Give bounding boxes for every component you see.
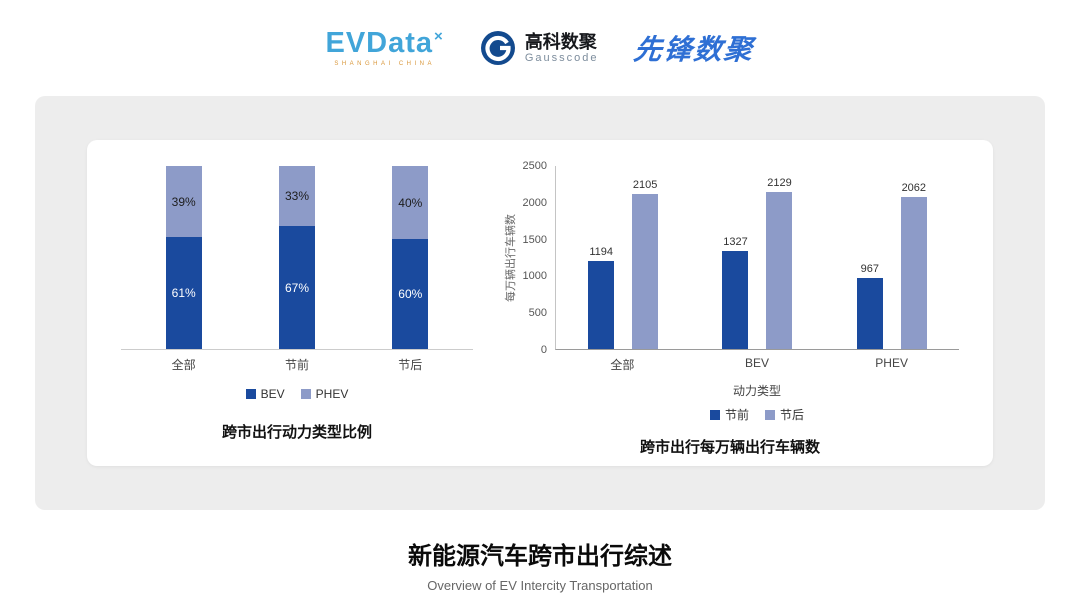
phev-segment: 39% bbox=[165, 166, 202, 238]
evdata-text: EVData bbox=[325, 27, 434, 59]
legend-item: 节后 bbox=[765, 406, 804, 423]
bar bbox=[900, 197, 927, 349]
legend-label: 节前 bbox=[724, 408, 749, 422]
legend-label: PHEV bbox=[315, 387, 349, 401]
grouped-chart-categories: 全部 BEV PHEV bbox=[555, 356, 959, 373]
gausscode-logo: 高科数聚 Gausscode bbox=[480, 30, 599, 66]
stacked-chart: 39% 61% 33% 67% 40% 60% 全部 节前 节后 BEV PHEV 跨市出行动力… bbox=[121, 166, 473, 450]
slide: EVData× SHANGHAI CHINA 高科数聚 Gausscode 先锋… bbox=[0, 0, 1080, 593]
legend-swatch bbox=[765, 409, 775, 420]
stacked-chart-title: 跨市出行动力类型比例 bbox=[221, 424, 372, 441]
category-label: 全部 bbox=[171, 358, 196, 372]
bar-value-label: 1194 bbox=[589, 246, 613, 259]
page-title: 新能源汽车跨市出行综述 bbox=[408, 543, 672, 570]
y-tick-label: 2500 bbox=[522, 160, 547, 172]
grouped-chart-title: 跨市出行每万辆出行车辆数 bbox=[639, 439, 820, 456]
grouped-chart-below-axis: 全部 BEV PHEV 动力类型 节前 节后 bbox=[555, 350, 959, 423]
bar-value-label: 2129 bbox=[767, 177, 792, 190]
stacked-bar: 40% 60% bbox=[392, 166, 429, 349]
y-tick-label: 1000 bbox=[522, 270, 547, 283]
bar bbox=[766, 192, 793, 349]
y-axis-label: 每万辆出行车辆数 bbox=[501, 166, 519, 350]
legend-swatch bbox=[300, 389, 311, 399]
y-tick-label: 2000 bbox=[522, 196, 547, 209]
category-label: 节后 bbox=[398, 358, 423, 372]
evdata-wordmark: EVData× bbox=[326, 29, 444, 58]
chart-panel: 39% 61% 33% 67% 40% 60% 全部 节前 节后 BEV PHEV 跨市出行动力… bbox=[87, 140, 993, 466]
y-axis: 0 500 1000 1500 2000 2500 bbox=[519, 160, 555, 356]
evdata-x-mark: × bbox=[434, 28, 444, 46]
legend-item: 节前 bbox=[709, 406, 749, 423]
stacked-chart-categories: 全部 节前 节后 bbox=[121, 350, 473, 373]
y-tick-label: 0 bbox=[540, 344, 547, 356]
category-label: 全部 bbox=[610, 358, 635, 372]
bar-value-label: 1327 bbox=[723, 236, 748, 249]
bar-value-label: 2105 bbox=[632, 179, 658, 192]
logo-header: EVData× SHANGHAI CHINA 高科数聚 Gausscode 先锋… bbox=[0, 0, 1080, 96]
phev-segment: 40% bbox=[392, 166, 429, 240]
page-subtitle: Overview of EV Intercity Transportation bbox=[427, 578, 653, 593]
evdata-subtext: SHANGHAI CHINA bbox=[334, 61, 435, 67]
y-tick-label: 1500 bbox=[522, 233, 547, 246]
bar-unit: 2129 bbox=[766, 177, 793, 349]
bar-value-label: 2062 bbox=[901, 182, 927, 195]
bar-unit: 1194 bbox=[588, 246, 615, 349]
bev-segment: 67% bbox=[278, 226, 315, 349]
bar-value-label: 967 bbox=[860, 262, 879, 275]
grouped-chart-legend: 节前 节后 bbox=[555, 406, 959, 423]
stacked-chart-legend: BEV PHEV bbox=[121, 387, 473, 401]
stacked-bar: 33% 67% bbox=[278, 166, 315, 349]
legend-label: 节后 bbox=[780, 408, 805, 422]
footer: 新能源汽车跨市出行综述 Overview of EV Intercity Tra… bbox=[0, 536, 1080, 593]
grouped-chart-plot: 1194 2105 1327 2129 967 2062 bbox=[555, 166, 959, 350]
grouped-chart-plot-row: 每万辆出行车辆数 0 500 1000 1500 2000 2500 1194 2105 13… bbox=[501, 160, 959, 356]
legend-item: BEV bbox=[245, 387, 285, 401]
legend-item: PHEV bbox=[300, 387, 349, 401]
legend-label: BEV bbox=[260, 387, 285, 401]
bar-group: 1327 2129 bbox=[722, 177, 793, 349]
gausscode-text: 高科数聚 Gausscode bbox=[525, 32, 599, 65]
category-label: BEV bbox=[744, 356, 769, 370]
legend-swatch bbox=[709, 409, 720, 420]
gausscode-icon bbox=[480, 31, 515, 65]
bar-unit: 2062 bbox=[900, 182, 927, 349]
legend-swatch bbox=[245, 389, 256, 399]
gausscode-name-en: Gausscode bbox=[524, 52, 599, 65]
stacked-chart-plot: 39% 61% 33% 67% 40% 60% bbox=[121, 166, 473, 350]
evdata-logo: EVData× SHANGHAI CHINA bbox=[326, 29, 444, 68]
chart-card: 39% 61% 33% 67% 40% 60% 全部 节前 节后 BEV PHEV 跨市出行动力… bbox=[35, 96, 1045, 510]
grouped-chart: 每万辆出行车辆数 0 500 1000 1500 2000 2500 1194 2105 13… bbox=[501, 160, 959, 456]
bar bbox=[588, 261, 615, 349]
x-axis-label: 动力类型 bbox=[732, 384, 781, 398]
bar-unit: 1327 bbox=[722, 236, 749, 349]
category-label: PHEV bbox=[875, 356, 908, 370]
bar-group: 967 2062 bbox=[856, 182, 927, 349]
bar bbox=[632, 194, 659, 349]
phev-segment: 33% bbox=[278, 166, 315, 227]
gausscode-name-cn: 高科数聚 bbox=[524, 31, 597, 52]
pioneer-logo: 先锋数聚 bbox=[632, 34, 756, 65]
bar bbox=[856, 277, 883, 349]
bev-segment: 61% bbox=[165, 237, 202, 349]
bev-segment: 60% bbox=[392, 239, 429, 349]
bar-group: 1194 2105 bbox=[588, 179, 659, 349]
bar bbox=[722, 251, 749, 349]
y-tick-label: 500 bbox=[528, 307, 547, 320]
category-label: 节前 bbox=[284, 358, 309, 372]
stacked-bar: 39% 61% bbox=[165, 166, 202, 349]
bar-unit: 967 bbox=[856, 262, 883, 349]
y-axis-label-text: 每万辆出行车辆数 bbox=[505, 214, 517, 302]
bar-unit: 2105 bbox=[632, 179, 659, 349]
